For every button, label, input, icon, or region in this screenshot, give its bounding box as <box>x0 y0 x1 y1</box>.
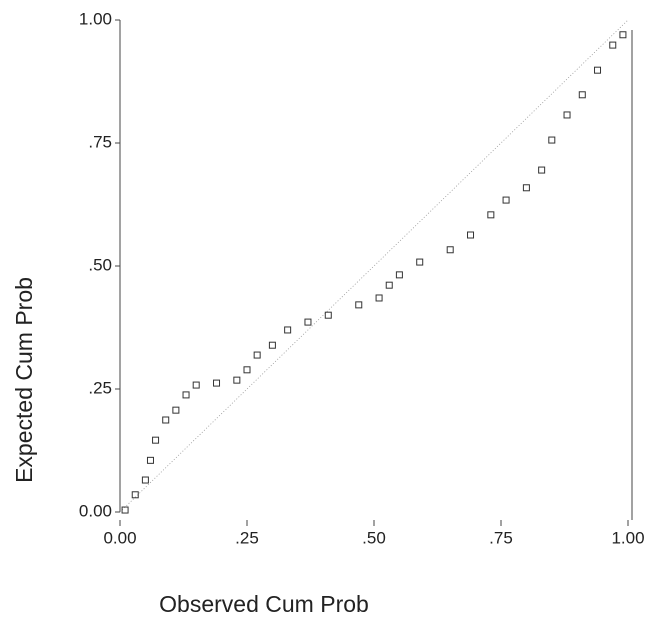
point <box>304 318 312 326</box>
point <box>487 211 495 219</box>
point <box>172 406 180 414</box>
x-tick-label: .75 <box>489 528 513 547</box>
point <box>121 506 129 514</box>
x-tick-label: .50 <box>362 528 386 547</box>
point <box>563 111 571 119</box>
point <box>268 341 276 349</box>
point <box>446 246 454 254</box>
point <box>416 258 424 266</box>
y-tick-label: 0.00 <box>79 501 112 520</box>
point <box>548 136 556 144</box>
y-tick-label: 1.00 <box>79 9 112 28</box>
point <box>578 91 586 99</box>
point <box>467 231 475 239</box>
point <box>192 381 200 389</box>
point <box>284 326 292 334</box>
point <box>355 301 363 309</box>
reference-line <box>119 19 629 513</box>
point <box>395 271 403 279</box>
point <box>243 366 251 374</box>
y-tick-label: .50 <box>88 255 112 274</box>
x-tick-label: 1.00 <box>611 528 644 547</box>
y-axis-title: Expected Cum Prob <box>11 277 37 483</box>
x-tick-label: 0.00 <box>103 528 136 547</box>
point <box>594 66 602 74</box>
point <box>619 31 627 39</box>
point <box>502 196 510 204</box>
point <box>233 376 241 384</box>
x-tick-label: .25 <box>235 528 259 547</box>
point <box>131 491 139 499</box>
point <box>182 391 190 399</box>
point <box>146 456 154 464</box>
point <box>324 311 332 319</box>
point <box>609 41 617 49</box>
point <box>522 184 530 192</box>
y-tick-label: .75 <box>88 132 112 151</box>
point <box>162 416 170 424</box>
point <box>141 476 149 484</box>
point <box>253 351 261 359</box>
point <box>385 281 393 289</box>
point <box>213 379 221 387</box>
x-axis-title: Observed Cum Prob <box>159 591 369 617</box>
point <box>152 436 160 444</box>
y-tick-label: .25 <box>88 378 112 397</box>
point <box>375 294 383 302</box>
point <box>538 166 546 174</box>
